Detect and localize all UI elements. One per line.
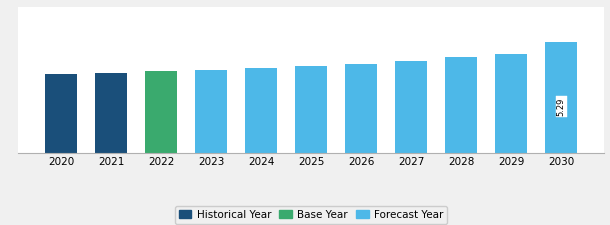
Bar: [95, 72, 127, 153]
Bar: [245, 68, 278, 153]
Bar: [445, 57, 477, 153]
Bar: [345, 64, 378, 153]
Bar: [295, 66, 328, 153]
Legend: Historical Year, Base Year, Forecast Year: Historical Year, Base Year, Forecast Yea…: [175, 205, 447, 224]
Text: 5.29: 5.29: [556, 97, 565, 116]
Bar: [395, 61, 428, 153]
Bar: [145, 71, 178, 153]
Bar: [45, 74, 77, 153]
Bar: [545, 43, 577, 153]
Bar: [495, 54, 527, 153]
Bar: [195, 70, 228, 153]
